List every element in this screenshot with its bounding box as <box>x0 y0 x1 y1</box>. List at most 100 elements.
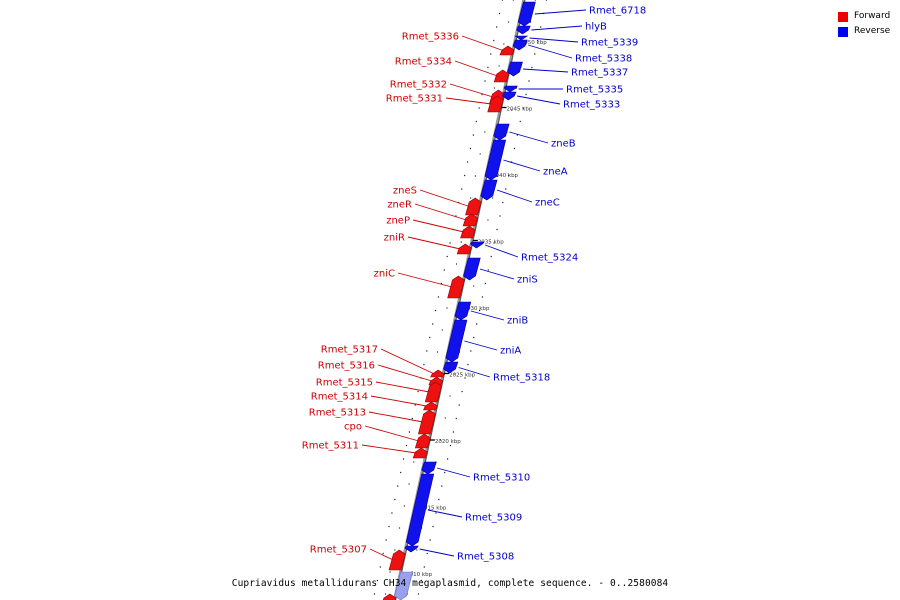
gene-zneb-leader <box>509 131 549 144</box>
gene-znib-leader <box>470 310 505 321</box>
gene-cpo-forward-block <box>414 433 431 449</box>
gene-rmet-5311-forward-block <box>412 447 428 459</box>
gene-cpo-leader <box>364 425 419 442</box>
gene-rmet-5309-label: Rmet_5309 <box>465 513 522 524</box>
gene-zneb-label: zneB <box>551 139 576 150</box>
scale-tick-label: 2025 kbp <box>449 373 475 379</box>
gene-rmet-5308-leader <box>419 548 455 557</box>
map-caption: Cupriavidus metallidurans CH34 megaplasm… <box>231 578 669 589</box>
gene-rmet-5307-label: Rmet_5307 <box>310 545 367 556</box>
gene-rmet-5317-forward-block <box>430 369 445 378</box>
gene-rmet-5337-leader <box>522 68 569 73</box>
gene-rmet-5336-label: Rmet_5336 <box>402 32 459 43</box>
gene-znib-reverse-block <box>454 301 472 321</box>
scale-tick-label: 2050 kbp <box>521 40 547 46</box>
gene-rmet-5310-reverse-block <box>421 461 437 475</box>
gene-rmet-5318-leader <box>458 367 491 378</box>
gene-rmet-5316-leader <box>377 364 432 382</box>
gene-rmet-5317-label: Rmet_5317 <box>321 345 378 356</box>
gene-znes-label: zneS <box>393 186 417 197</box>
gene-rmet-5331-leader <box>445 97 492 105</box>
gene-rmet-6718-leader <box>534 9 587 15</box>
gene-znia-leader <box>464 340 498 351</box>
gene-rmet-5307-forward-block <box>388 549 406 571</box>
gene-rmet-5338-leader <box>528 44 573 59</box>
gene-znec-label: zneC <box>535 198 560 209</box>
gene-znis-reverse-block <box>463 257 481 281</box>
scale-tick-label: 2040 kbp <box>492 173 518 179</box>
gene-znic-label: zniC <box>374 269 395 280</box>
legend: Forward Reverse <box>838 9 890 39</box>
gene-rmet-5339-reverse-block <box>514 35 529 41</box>
gene-rmet-5310-leader <box>436 467 471 478</box>
gene-rmet-5334-label: Rmet_5334 <box>395 57 452 68</box>
gene-znea-leader <box>503 159 541 172</box>
gene-znic-forward-block <box>447 275 465 299</box>
forward-swatch <box>838 11 848 22</box>
gene-rmet-5308-label: Rmet_5308 <box>457 552 514 563</box>
gene-znep-leader <box>412 219 464 233</box>
gene-znir-label: zniR <box>384 233 405 244</box>
gene-znis-label: zniS <box>517 275 538 286</box>
legend-item-forward: Forward <box>838 9 890 24</box>
gene-znea-reverse-block <box>484 139 507 181</box>
scale-tick-label: 2035 kbp <box>478 240 504 246</box>
reverse-swatch <box>838 26 848 37</box>
gene-rmet-5311-leader <box>361 444 417 454</box>
gene-rmet-5331-label: Rmet_5331 <box>386 94 443 105</box>
gene-rmet-5324-label: Rmet_5324 <box>521 253 578 264</box>
gene-znea-label: zneA <box>543 167 568 178</box>
gene-rmet-5313-forward-block <box>417 409 436 435</box>
gene-partial-reverse-block <box>394 571 414 600</box>
gene-rmet-5332-label: Rmet_5332 <box>390 80 447 91</box>
gene-znes-forward-block <box>465 197 482 216</box>
gene-znec-reverse-block <box>480 179 498 201</box>
legend-label-forward: Forward <box>854 11 891 21</box>
gene-zner-leader <box>414 203 467 221</box>
gene-rmet-5333-label: Rmet_5333 <box>563 100 620 111</box>
gene-rmet-5314-forward-block <box>423 401 438 411</box>
gene-rmet-5337-reverse-block <box>507 61 523 77</box>
gene-rmet-5335-label: Rmet_5335 <box>566 85 623 96</box>
scale-tick-label: 2045 kbp <box>506 107 532 113</box>
gene-rmet-5334-leader <box>454 60 498 77</box>
gene-rmet-5310-label: Rmet_5310 <box>473 473 530 484</box>
gene-rmet-5335-reverse-block <box>503 85 518 93</box>
gene-rmet-5318-label: Rmet_5318 <box>493 373 550 384</box>
scale-tick-label: 2020 kbp <box>435 439 461 445</box>
gene-rmet-5339-leader <box>529 37 579 43</box>
gene-znia-reverse-block <box>445 319 468 363</box>
gene-znep-label: zneP <box>386 216 410 227</box>
gene-rmet-5324-leader <box>484 244 519 258</box>
gene-hlyb-leader <box>531 25 583 31</box>
gene-rmet-5315-label: Rmet_5315 <box>316 378 373 389</box>
gene-rmet-5313-leader <box>368 411 424 423</box>
gene-rmet-5311-label: Rmet_5311 <box>302 441 359 452</box>
gene-rmet-5334-forward-block <box>493 69 510 83</box>
gene-rmet-5309-reverse-block <box>405 473 435 547</box>
gene-rmet-5339-label: Rmet_5339 <box>581 38 638 49</box>
gene-rmet-5314-label: Rmet_5314 <box>311 392 368 403</box>
gene-rmet-5315-leader <box>375 381 430 393</box>
gene-rmet-5308-reverse-block <box>404 545 419 553</box>
gene-rmet-5314-leader <box>370 395 427 407</box>
gene-rmet-5316-forward-block <box>428 376 444 386</box>
gene-rmet-5333-reverse-block <box>501 91 517 101</box>
scale-tick-label: 2010 kbp <box>406 572 432 578</box>
gene-rmet-5313-label: Rmet_5313 <box>309 408 366 419</box>
gene-rmet-5309-leader <box>427 509 463 518</box>
gene-zneb-reverse-block <box>493 123 510 141</box>
gene-rmet-6718-reverse-block <box>517 1 536 27</box>
gene-znes-leader <box>419 189 470 207</box>
gene-rmet-5318-reverse-block <box>443 361 459 374</box>
legend-label-reverse: Reverse <box>854 26 891 36</box>
gene-rmet-5338-reverse-block <box>512 39 528 51</box>
gene-znec-leader <box>496 189 533 203</box>
gene-rmet-5336-leader <box>461 35 504 51</box>
gene-rmet-5307-leader <box>369 548 394 561</box>
gene-hlyb-reverse-block <box>516 25 531 35</box>
legend-item-reverse: Reverse <box>838 24 890 39</box>
gene-zner-forward-block <box>462 213 479 227</box>
gene-znic-leader <box>397 272 453 288</box>
